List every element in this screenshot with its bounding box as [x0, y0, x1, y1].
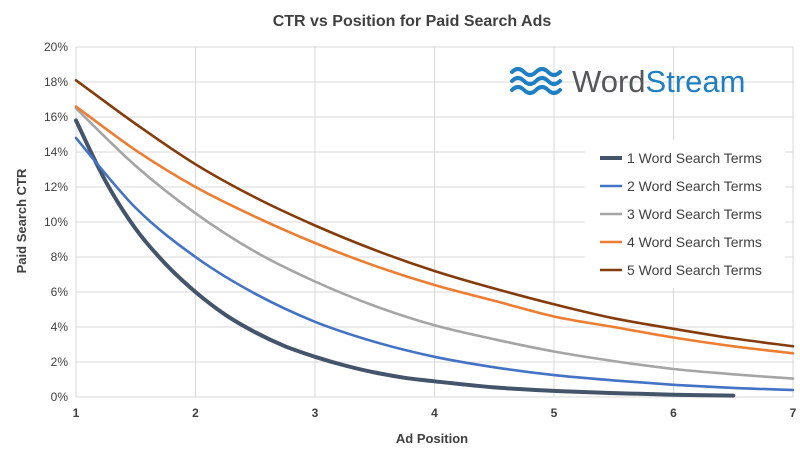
y-tick-label: 0%: [51, 390, 69, 404]
logo-text-stream: Stream: [646, 64, 746, 99]
series-line-5: [74, 79, 795, 348]
x-tick-label: 4: [431, 406, 438, 420]
y-tick-label: 10%: [44, 215, 68, 229]
legend-entry: 2 Word Search Terms: [627, 178, 762, 194]
legend-entry: 1 Word Search Terms: [627, 150, 762, 166]
y-tick-label: 12%: [44, 180, 68, 194]
x-tick-label: 1: [73, 406, 80, 420]
svg-text:WordStream: WordStream: [572, 64, 745, 99]
series-line-4: [74, 105, 795, 355]
y-tick-label: 14%: [44, 145, 68, 159]
wordstream-logo: WordStream: [510, 64, 745, 99]
y-tick-label: 4%: [51, 320, 69, 334]
y-axis-title: Paid Search CTR: [14, 168, 29, 273]
x-tick-label: 3: [312, 406, 319, 420]
y-tick-label: 8%: [51, 250, 69, 264]
y-tick-label: 2%: [51, 355, 69, 369]
y-tick-label: 18%: [44, 75, 68, 89]
waves-icon: [510, 67, 562, 95]
x-tick-label: 7: [790, 406, 797, 420]
x-axis-title: Ad Position: [396, 431, 468, 446]
legend-entry: 4 Word Search Terms: [627, 234, 762, 250]
legend-entry: 3 Word Search Terms: [627, 206, 762, 222]
x-tick-label: 6: [670, 406, 677, 420]
y-tick-label: 6%: [51, 285, 69, 299]
chart-legend: 1 Word Search Terms 2 Word Search Terms 3 …: [585, 140, 785, 288]
x-axis-ticks: 1 2 3 4 5 6 7: [73, 406, 797, 420]
chart-title: CTR vs Position for Paid Search Ads: [273, 13, 552, 30]
y-tick-label: 20%: [44, 40, 68, 54]
series-line-2: [74, 136, 795, 392]
y-tick-label: 16%: [44, 110, 68, 124]
series-lines: [74, 79, 795, 398]
x-tick-label: 2: [192, 406, 199, 420]
series-line-1: [74, 118, 736, 398]
x-tick-label: 5: [551, 406, 558, 420]
logo-text-word: Word: [572, 64, 646, 99]
legend-entry: 5 Word Search Terms: [627, 262, 762, 278]
series-line-3: [74, 107, 795, 380]
y-axis-ticks: 0% 2% 4% 6% 8% 10% 12% 14% 16% 18% 20%: [44, 40, 68, 404]
